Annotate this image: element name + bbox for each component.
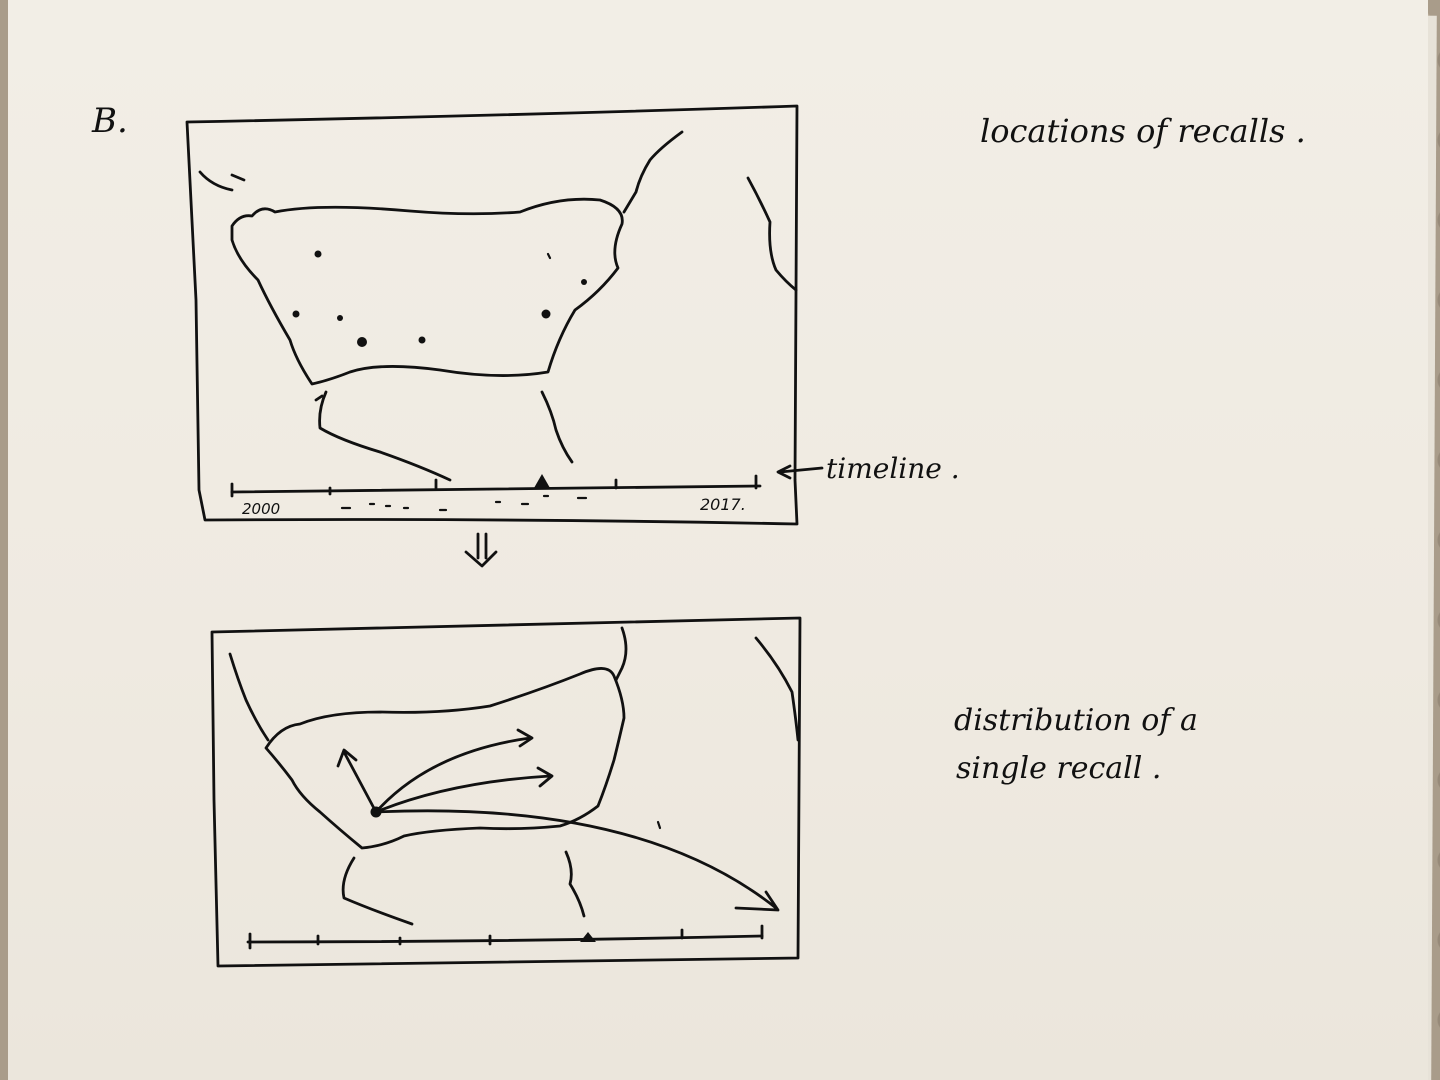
top-map-edge-nw <box>198 170 234 192</box>
bottom-map-mark <box>656 820 662 830</box>
section-label: B. <box>91 101 128 141</box>
top-map-south-left-tick <box>314 394 324 402</box>
recall-dot <box>418 336 426 344</box>
bottom-panel-caption-line2: single recall . <box>956 751 1161 786</box>
bottom-panel-caption-line1: distribution of a <box>954 703 1198 738</box>
recall-dot <box>357 337 367 347</box>
distribution-arrow <box>336 748 378 814</box>
recall-dot <box>546 252 552 260</box>
top-map-south-left <box>318 390 452 482</box>
transition-arrow-icon <box>464 532 498 568</box>
distribution-arrow <box>374 766 554 814</box>
top-map-edge-e <box>746 176 798 292</box>
top-map-panel: 2000 2017. timeline . <box>185 104 960 526</box>
timeline-axis <box>230 484 762 494</box>
top-map-edge-nw2 <box>230 173 246 182</box>
bottom-map-south-left <box>341 856 414 926</box>
distribution-arrow <box>374 728 534 814</box>
bottom-map-edge-e <box>754 636 800 742</box>
timeline-marker <box>580 932 596 942</box>
bottom-map-edge-w <box>228 652 270 742</box>
distribution-arrow <box>374 809 780 912</box>
timeline-pointer-arrow <box>776 464 824 480</box>
top-panel-frame <box>185 104 799 526</box>
recall-dot <box>314 250 322 258</box>
top-timeline: 2000 2017. <box>230 474 762 518</box>
bottom-timeline <box>246 924 764 950</box>
timeline-marker <box>534 474 550 488</box>
bottom-timeline-axis <box>246 934 764 944</box>
bottom-map-panel <box>210 616 802 968</box>
bottom-map-edge-ne <box>614 626 628 682</box>
recall-dot <box>337 315 343 321</box>
bottom-panel-frame <box>210 616 802 968</box>
top-panel-caption: locations of recalls . <box>980 112 1306 150</box>
timeline-annotation: timeline . <box>826 452 960 485</box>
top-map-edge-ne <box>622 130 684 214</box>
bottom-map-outline <box>264 667 626 850</box>
recall-dot <box>541 309 551 319</box>
top-map-outline <box>230 197 624 386</box>
timeline-start-label: 2000 <box>242 500 280 518</box>
top-map-south-mid <box>540 390 574 464</box>
timeline-dashes <box>340 494 588 512</box>
recall-dot <box>581 279 587 285</box>
recall-dot <box>292 310 300 318</box>
timeline-end-label: 2017. <box>700 495 746 514</box>
bottom-map-south-mid <box>564 850 586 918</box>
